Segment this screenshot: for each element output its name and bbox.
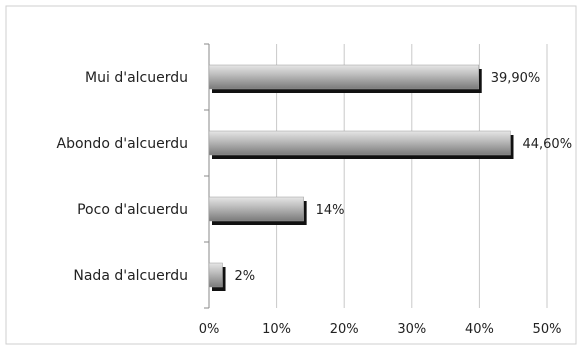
x-tick-label: 10% — [262, 322, 291, 337]
category-label: Poco d'alcuerdu — [77, 202, 188, 218]
x-tick-label: 30% — [397, 322, 426, 337]
data-label: 2% — [235, 269, 256, 284]
bar — [208, 130, 511, 156]
data-label: 14% — [316, 203, 345, 218]
x-tick-label: 0% — [199, 322, 220, 337]
bar — [208, 262, 223, 288]
x-tick-label: 20% — [330, 322, 359, 337]
x-tick-label: 40% — [465, 322, 494, 337]
data-label: 44,60% — [522, 137, 572, 152]
x-tick-label: 50% — [533, 322, 562, 337]
chart-border — [5, 5, 577, 345]
category-label: Nada d'alcuerdu — [73, 268, 188, 284]
bar — [208, 64, 479, 90]
category-label: Mui d'alcuerdu — [85, 70, 188, 86]
data-label: 39,90% — [491, 71, 541, 86]
bar — [208, 196, 304, 222]
category-label: Abondo d'alcuerdu — [57, 136, 188, 152]
